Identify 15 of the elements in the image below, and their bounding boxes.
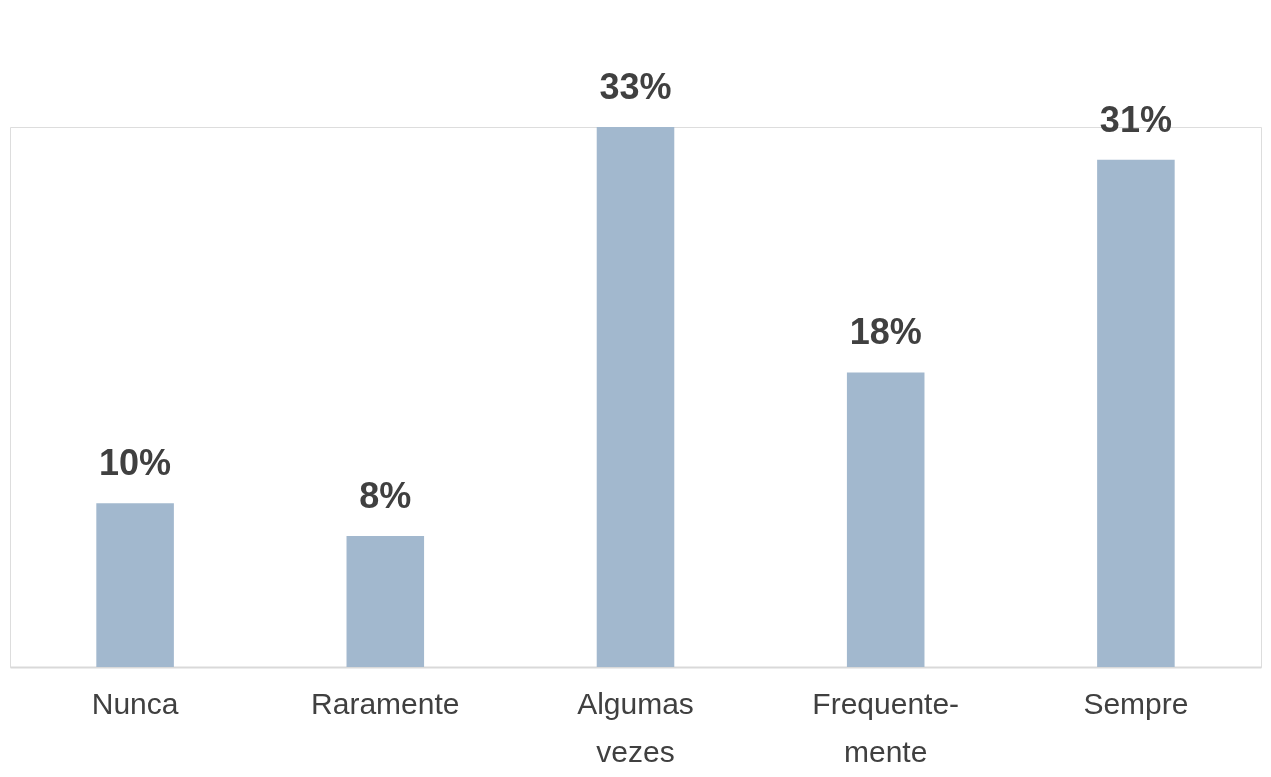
x-tick-label: Nunca xyxy=(91,686,179,720)
x-tick-label: Raramente xyxy=(311,686,460,720)
data-label: 8% xyxy=(359,475,412,517)
x-tick-label: Algumas vezes xyxy=(577,686,694,768)
x-tick-label: Frequente-mente xyxy=(812,686,960,768)
bar xyxy=(96,503,174,667)
data-label: 18% xyxy=(849,311,922,353)
data-label: 33% xyxy=(599,66,672,107)
x-tick-label: Sempre xyxy=(1083,686,1189,720)
bar xyxy=(846,372,925,667)
data-label: 10% xyxy=(99,442,172,484)
bar xyxy=(596,127,675,667)
data-label: 31% xyxy=(1099,98,1172,140)
bar xyxy=(346,536,425,667)
bar xyxy=(1097,159,1175,667)
